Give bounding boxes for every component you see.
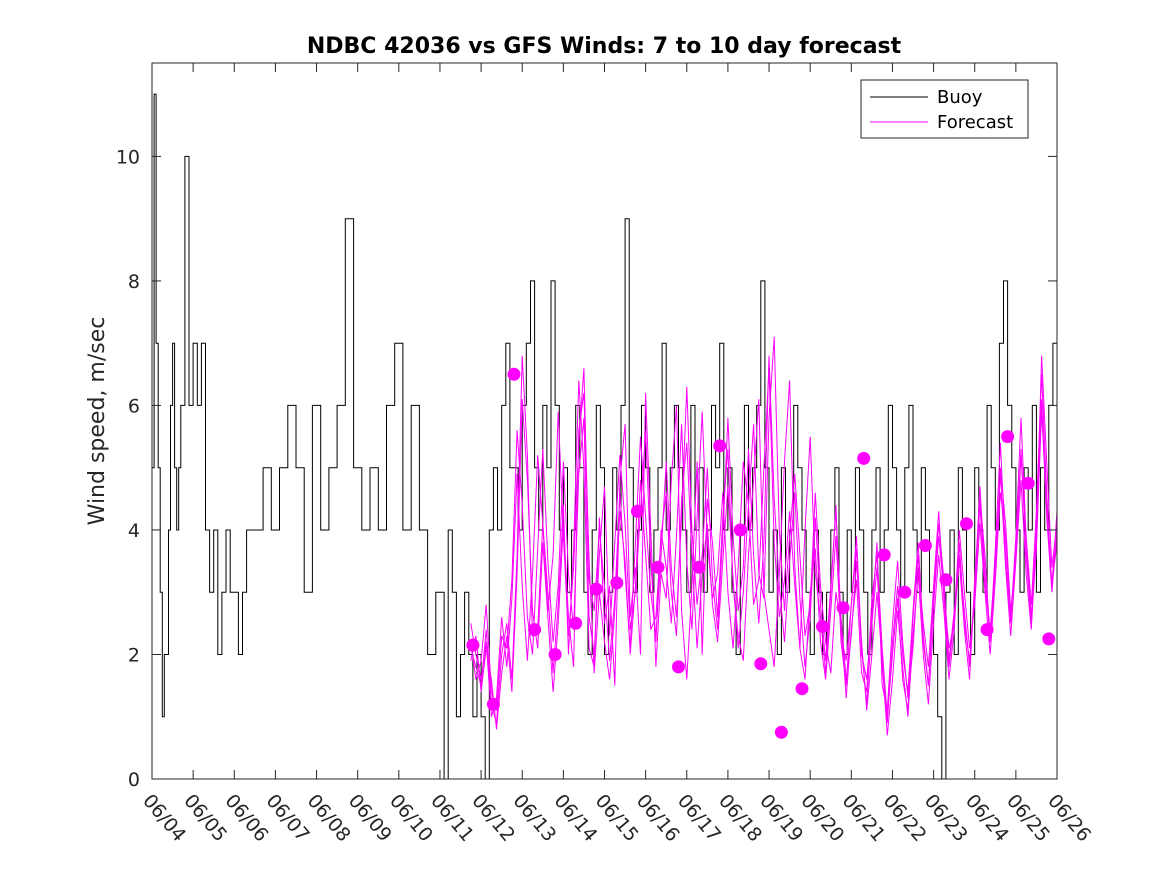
y-axis: 0 2 4 6 8 10 [116, 146, 1057, 791]
forecast-marker [713, 439, 727, 453]
forecast-marker [816, 620, 829, 633]
forecast-marker [774, 725, 788, 739]
forecast-marker [486, 697, 500, 711]
chart-title: NDBC 42036 vs GFS Winds: 7 to 10 day for… [307, 34, 902, 59]
y-tick-label: 6 [128, 395, 140, 417]
forecast-marker [569, 616, 583, 630]
y-tick-label: 2 [128, 644, 140, 666]
forecast-marker [507, 367, 521, 381]
forecast-markers [466, 367, 1056, 739]
forecast-marker [960, 517, 973, 531]
forecast-marker [651, 560, 665, 574]
forecast-marker [877, 548, 891, 562]
forecast-marker [589, 582, 603, 596]
forecast-line-2 [470, 355, 1057, 736]
forecast-series [470, 336, 1057, 736]
forecast-marker [692, 560, 706, 574]
forecast-marker [836, 601, 850, 615]
forecast-marker [918, 539, 932, 552]
forecast-marker [466, 638, 480, 652]
forecast-marker [528, 623, 542, 637]
legend-box [860, 79, 1029, 139]
forecast-line-3 [470, 368, 1057, 711]
forecast-marker [1042, 632, 1056, 646]
forecast-marker [610, 576, 624, 590]
legend-forecast-label: Forecast [937, 112, 1013, 133]
y-tick-label: 4 [128, 520, 140, 542]
forecast-marker [733, 523, 747, 537]
forecast-marker [980, 623, 994, 637]
forecast-marker [795, 682, 809, 696]
forecast-line-4 [470, 336, 1057, 730]
forecast-marker [1021, 476, 1035, 490]
y-tick-label: 0 [128, 769, 140, 791]
forecast-marker [630, 504, 644, 518]
y-tick-label: 10 [116, 146, 140, 168]
forecast-marker [672, 660, 685, 674]
y-tick-label: 8 [128, 271, 140, 293]
forecast-marker [548, 648, 562, 661]
y-axis-label: Wind speed, m/sec [85, 317, 110, 526]
forecast-marker [939, 573, 953, 587]
legend: Buoy Forecast [860, 79, 1029, 139]
forecast-marker [1001, 430, 1015, 444]
forecast-marker [857, 451, 871, 465]
forecast-marker [754, 657, 768, 671]
forecast-marker [898, 585, 912, 599]
legend-buoy-label: Buoy [937, 87, 983, 108]
